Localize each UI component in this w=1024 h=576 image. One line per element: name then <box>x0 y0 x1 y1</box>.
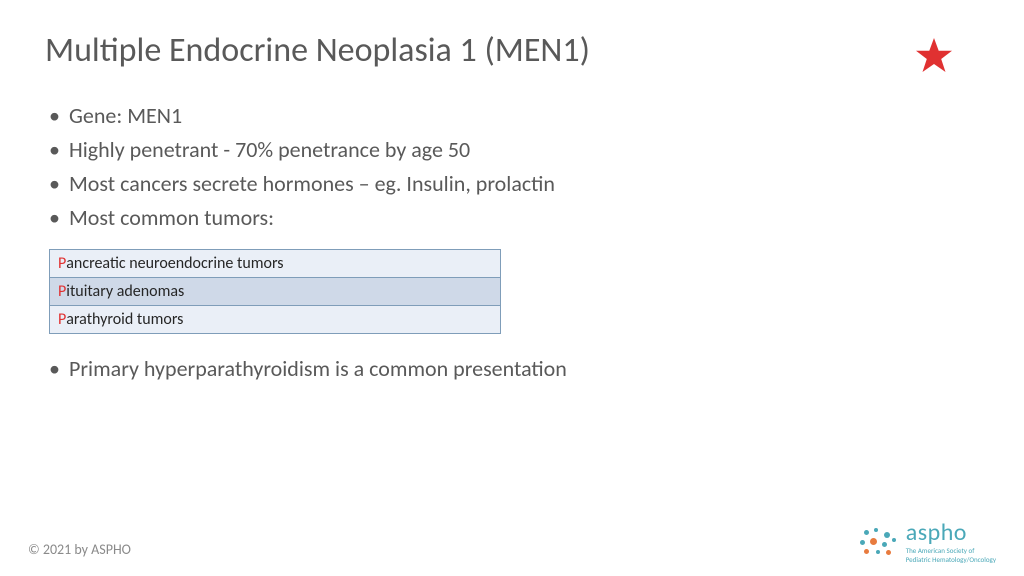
table-row: Pancreatic neuroendocrine tumors <box>50 250 501 278</box>
logo-text-wrap: aspho The American Society of Pediatric … <box>906 521 996 564</box>
bullet-item: Most cancers secrete hormones – eg. Insu… <box>49 167 979 201</box>
bullet-list-bottom: Primary hyperparathyroidism is a common … <box>45 352 979 386</box>
tumor-name: ituitary adenomas <box>66 282 184 301</box>
bullet-item: Gene: MEN1 <box>49 99 979 133</box>
aspho-logo: aspho The American Society of Pediatric … <box>858 521 996 564</box>
table-row: Pituitary adenomas <box>50 278 501 306</box>
star-shape <box>916 38 952 72</box>
tumor-name: arathyroid tumors <box>66 310 183 329</box>
slide-title: Multiple Endocrine Neoplasia 1 (MEN1) <box>45 30 979 71</box>
table-row: Parathyroid tumors <box>50 306 501 334</box>
tumor-table: Pancreatic neuroendocrine tumors Pituita… <box>49 249 501 334</box>
bullet-item: Highly penetrant - 70% penetrance by age… <box>49 133 979 167</box>
table-cell: Pancreatic neuroendocrine tumors <box>50 250 501 278</box>
bullet-list-top: Gene: MEN1 Highly penetrant - 70% penetr… <box>45 99 979 235</box>
logo-text: aspho <box>906 521 996 545</box>
table-cell: Parathyroid tumors <box>50 306 501 334</box>
logo-dots-icon <box>858 526 900 558</box>
logo-subtitle-2: Pediatric Hematology/Oncology <box>906 556 996 564</box>
copyright-text: © 2021 by ASPHO <box>28 541 131 558</box>
tumor-name: ancreatic neuroendocrine tumors <box>66 254 283 273</box>
logo-subtitle-1: The American Society of <box>906 547 996 555</box>
bullet-item: Primary hyperparathyroidism is a common … <box>49 352 979 386</box>
slide: Multiple Endocrine Neoplasia 1 (MEN1) Ge… <box>0 0 1024 576</box>
bullet-item: Most common tumors: <box>49 201 979 235</box>
star-icon <box>914 36 954 81</box>
table-cell: Pituitary adenomas <box>50 278 501 306</box>
